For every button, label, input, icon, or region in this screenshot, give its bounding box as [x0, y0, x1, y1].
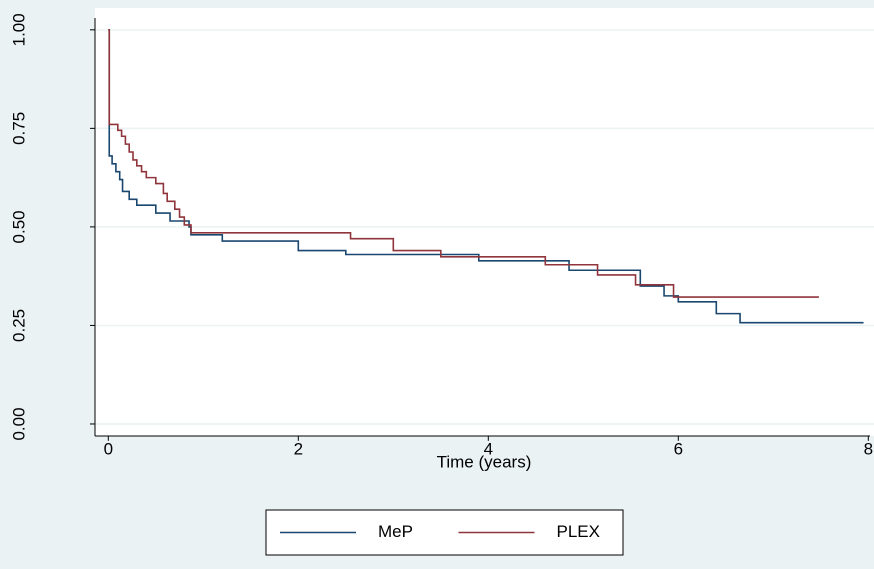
grid: [96, 29, 874, 425]
marks: [108, 29, 864, 324]
x-tick-label: 6: [674, 439, 683, 458]
legend: MeP PLEX: [265, 509, 624, 556]
plot-background: [95, 8, 874, 436]
x-tick-label: 0: [104, 439, 113, 458]
survival-curve: [108, 29, 819, 298]
legend-label: MeP: [378, 522, 413, 541]
y-tick-label: 0.00: [9, 407, 28, 440]
x-tick-label: 8: [864, 439, 873, 458]
y-tick-label: 0.25: [9, 309, 28, 342]
legend-box: [265, 509, 624, 556]
legend-label: PLEX: [557, 522, 600, 541]
x-axis-label: Time (years): [437, 452, 532, 471]
x-tick-label: 4: [484, 439, 493, 458]
y-tick-label: 0.50: [9, 210, 28, 243]
x-tick-label: 2: [294, 439, 303, 458]
y-tick-label: 0.75: [9, 112, 28, 145]
y-tick-label: 1.00: [9, 13, 28, 46]
